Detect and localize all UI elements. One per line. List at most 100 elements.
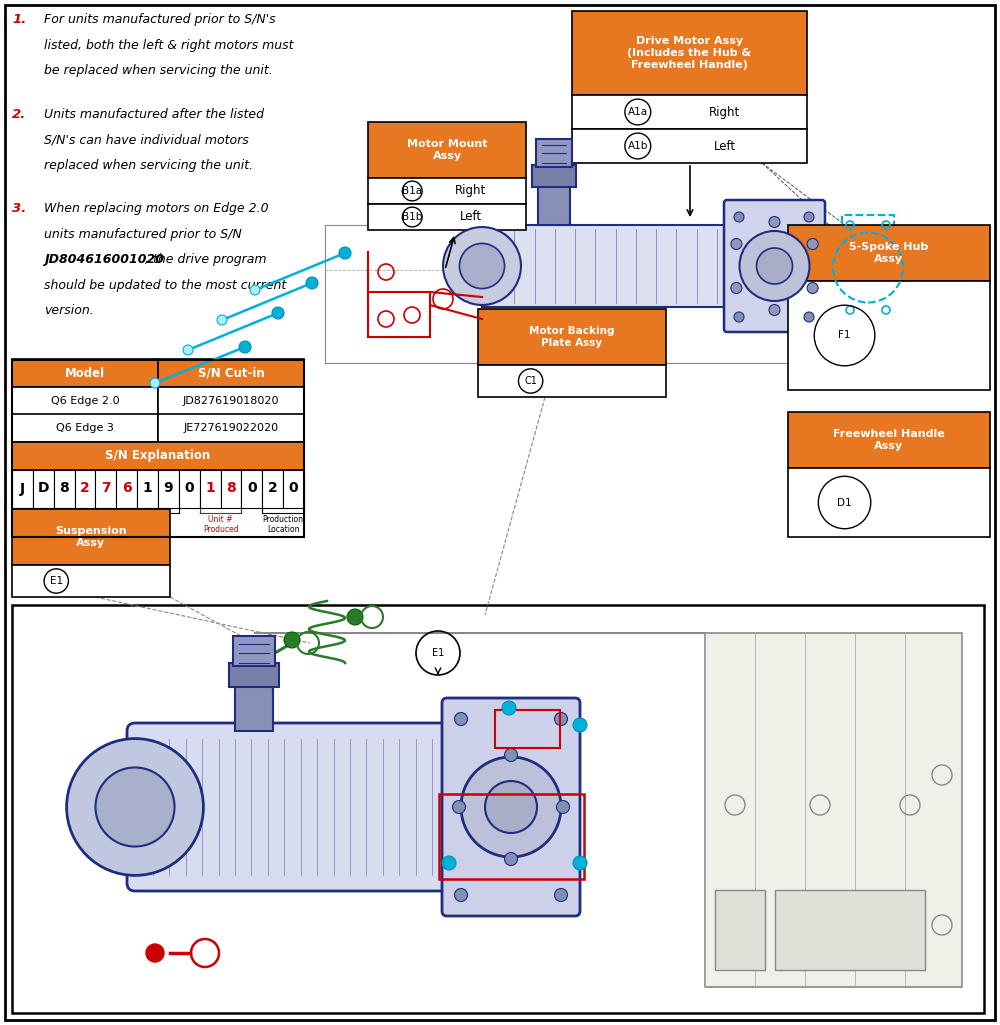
- Text: units manufactured prior to S/N: units manufactured prior to S/N: [44, 228, 242, 241]
- Bar: [158, 469, 179, 507]
- Bar: [33, 469, 54, 507]
- Text: listed, both the left & right motors must: listed, both the left & right motors mus…: [44, 39, 294, 51]
- Bar: [95, 469, 116, 507]
- Text: 0: 0: [289, 482, 298, 495]
- Text: S/N's can have individual motors: S/N's can have individual motors: [44, 133, 249, 146]
- Polygon shape: [255, 633, 962, 987]
- Text: Unit #
Produced: Unit # Produced: [203, 515, 238, 534]
- Bar: [12, 469, 33, 507]
- Text: , the drive program: , the drive program: [145, 253, 266, 266]
- Circle shape: [504, 853, 518, 865]
- Text: Left: Left: [714, 139, 736, 153]
- Bar: [137, 469, 158, 507]
- Circle shape: [734, 312, 744, 322]
- Circle shape: [504, 748, 518, 762]
- Circle shape: [804, 312, 814, 322]
- Circle shape: [250, 285, 260, 295]
- Circle shape: [485, 781, 537, 833]
- Text: E1: E1: [50, 576, 63, 586]
- Bar: [221, 469, 241, 507]
- Circle shape: [146, 944, 164, 962]
- Bar: [532, 165, 576, 187]
- Bar: [262, 469, 283, 507]
- Bar: [572, 129, 807, 163]
- Text: 1.: 1.: [12, 13, 26, 26]
- Text: Left: Left: [460, 210, 482, 223]
- Text: replaced when servicing the unit.: replaced when servicing the unit.: [44, 159, 253, 171]
- Bar: [368, 204, 526, 230]
- Circle shape: [807, 239, 818, 249]
- Bar: [495, 710, 560, 748]
- Text: 0: 0: [247, 482, 257, 495]
- Bar: [788, 281, 990, 390]
- Circle shape: [731, 239, 742, 249]
- Circle shape: [217, 315, 227, 325]
- Text: Suspension
Assy: Suspension Assy: [55, 526, 127, 547]
- Bar: [116, 469, 137, 507]
- Circle shape: [95, 768, 175, 847]
- Bar: [12, 605, 984, 1013]
- Bar: [235, 683, 273, 731]
- Bar: [775, 890, 925, 970]
- Text: 3.: 3.: [12, 202, 26, 215]
- Bar: [12, 442, 304, 469]
- Circle shape: [573, 856, 587, 870]
- Text: 9: 9: [164, 482, 173, 495]
- Text: S/N Cut-in: S/N Cut-in: [198, 367, 264, 379]
- Text: 0: 0: [184, 482, 194, 495]
- Text: D1: D1: [837, 497, 852, 507]
- Text: Units manufactured after the listed: Units manufactured after the listed: [44, 108, 264, 121]
- Bar: [200, 469, 221, 507]
- Circle shape: [454, 889, 468, 902]
- Bar: [283, 469, 304, 507]
- Bar: [12, 509, 170, 565]
- Text: C1: C1: [524, 376, 537, 386]
- Circle shape: [239, 341, 251, 353]
- Bar: [788, 468, 990, 537]
- Circle shape: [452, 801, 466, 814]
- Bar: [538, 183, 570, 226]
- Circle shape: [502, 701, 516, 715]
- Text: A1a: A1a: [628, 107, 648, 117]
- Bar: [368, 178, 526, 204]
- Circle shape: [459, 244, 505, 289]
- Text: Model
Code: Model Code: [21, 515, 44, 534]
- Bar: [572, 11, 807, 95]
- Bar: [788, 412, 990, 468]
- Text: Right: Right: [455, 184, 486, 198]
- Bar: [158, 387, 304, 414]
- Circle shape: [183, 345, 193, 355]
- Text: Q6 Edge 3: Q6 Edge 3: [56, 423, 114, 434]
- Text: JE727619022020: JE727619022020: [183, 423, 279, 434]
- Circle shape: [272, 308, 284, 319]
- Text: 8: 8: [226, 482, 236, 495]
- Bar: [842, 215, 894, 320]
- Text: 2: 2: [268, 482, 278, 495]
- Text: E1: E1: [432, 648, 444, 658]
- Bar: [478, 309, 666, 365]
- Bar: [229, 663, 279, 687]
- Text: For units manufactured prior to S/N's: For units manufactured prior to S/N's: [44, 13, 276, 26]
- Circle shape: [442, 856, 456, 870]
- Text: should be updated to the most current: should be updated to the most current: [44, 279, 286, 291]
- Circle shape: [757, 248, 792, 284]
- Text: 2.: 2.: [12, 108, 26, 121]
- Bar: [179, 469, 200, 507]
- Text: F1: F1: [838, 330, 851, 340]
- Text: version.: version.: [44, 304, 94, 317]
- Circle shape: [734, 212, 744, 222]
- Circle shape: [339, 247, 351, 259]
- Bar: [715, 890, 765, 970]
- Bar: [536, 139, 572, 167]
- Circle shape: [804, 212, 814, 222]
- Circle shape: [769, 304, 780, 316]
- Text: D: D: [38, 482, 49, 495]
- Circle shape: [284, 632, 300, 648]
- Circle shape: [555, 889, 568, 902]
- Bar: [12, 360, 304, 536]
- Bar: [482, 226, 727, 308]
- Circle shape: [557, 801, 570, 814]
- Text: JD804616001020: JD804616001020: [44, 253, 164, 266]
- Circle shape: [731, 283, 742, 293]
- Circle shape: [769, 216, 780, 228]
